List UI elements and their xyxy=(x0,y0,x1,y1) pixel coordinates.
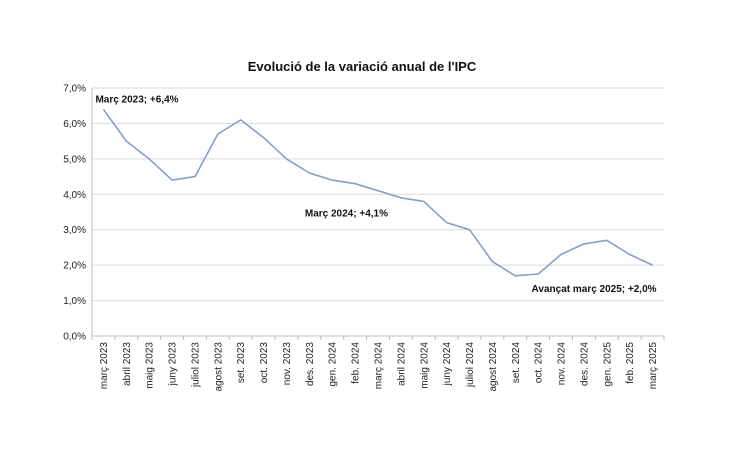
x-tick-label: març 2023 xyxy=(99,342,110,390)
x-tick-label: abril 2023 xyxy=(122,342,133,386)
x-tick-label: oct. 2024 xyxy=(534,342,545,384)
x-tick-label: gen. 2025 xyxy=(602,342,613,387)
x-tick-label: abril 2024 xyxy=(396,342,407,386)
x-tick-label: agost 2024 xyxy=(488,342,499,392)
x-tick-label: nov. 2023 xyxy=(282,342,293,386)
series-group xyxy=(102,108,653,277)
x-tick-label: oct. 2023 xyxy=(259,342,270,384)
x-tick-label: gen. 2024 xyxy=(328,342,339,387)
y-tick-label: 5,0% xyxy=(63,154,86,165)
y-tick-label: 0,0% xyxy=(63,332,86,343)
x-tick-label: juny 2024 xyxy=(442,342,453,387)
series-line-ipc xyxy=(102,108,653,277)
x-tick-label: juliol 2024 xyxy=(465,342,476,388)
gridlines xyxy=(91,87,664,337)
x-tick-label: nov. 2024 xyxy=(557,342,568,386)
y-tick-label: 2,0% xyxy=(63,261,86,272)
y-tick-label: 6,0% xyxy=(63,119,86,130)
x-axis-ticks: març 2023 abril 2023 maig 2023 juny 2023 jul… xyxy=(91,336,665,392)
chart-title: Evolució de la variació anual de l'IPC xyxy=(248,59,477,74)
x-tick-label: des. 2023 xyxy=(305,342,316,386)
data-annotation: Avançat març 2025; +2,0% xyxy=(532,284,657,295)
x-tick-label: set. 2023 xyxy=(236,342,247,384)
x-tick-label: juny 2023 xyxy=(168,342,179,387)
annotations: Març 2023; +6,4% Març 2024; +4,1% Avançat … xyxy=(95,94,656,295)
data-annotation: Març 2024; +4,1% xyxy=(305,209,388,220)
x-tick-label: feb. 2024 xyxy=(351,342,362,384)
x-tick-label: feb. 2025 xyxy=(625,342,636,384)
y-tick-label: 7,0% xyxy=(63,84,86,95)
x-tick-label: març 2024 xyxy=(374,342,385,390)
x-tick-label: juliol 2023 xyxy=(190,342,201,388)
x-tick-label: maig 2023 xyxy=(145,342,156,389)
y-tick-label: 4,0% xyxy=(63,190,86,201)
data-annotation: Març 2023; +6,4% xyxy=(95,94,178,105)
y-tick-label: 1,0% xyxy=(63,296,86,307)
x-tick-label: març 2025 xyxy=(648,342,659,390)
x-tick-label: maig 2024 xyxy=(419,342,430,389)
y-tick-label: 3,0% xyxy=(63,225,86,236)
x-tick-label: agost 2023 xyxy=(213,342,224,392)
x-tick-label: set. 2024 xyxy=(511,342,522,384)
y-axis-ticks: 0,0% 1,0% 2,0% 3,0% 4,0% 5,0% 6,0% 7,0% xyxy=(63,84,86,343)
x-tick-label: des. 2024 xyxy=(579,342,590,386)
